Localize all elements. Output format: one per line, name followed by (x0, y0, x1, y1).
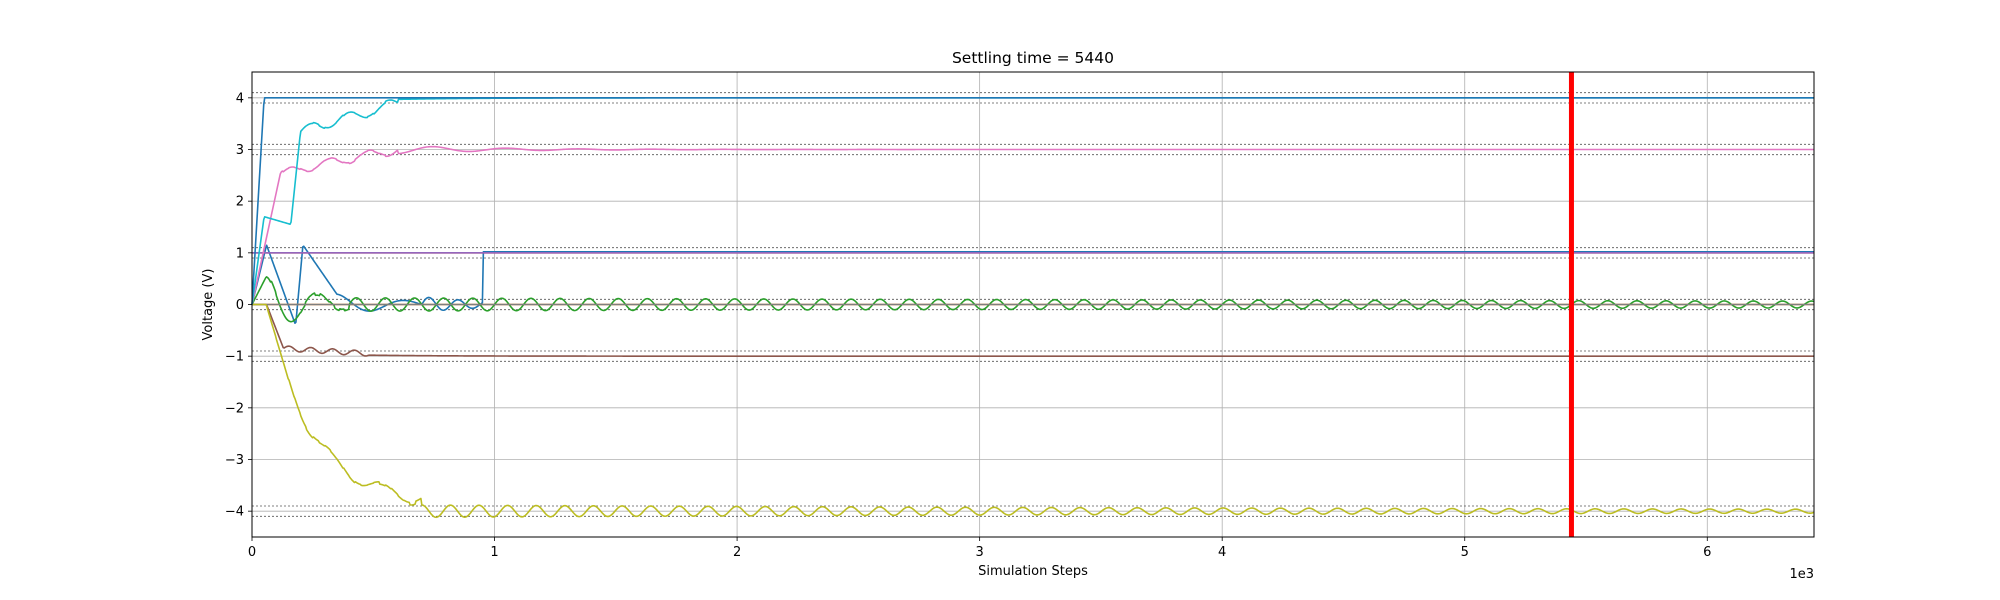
x-axis-label: Simulation Steps (978, 564, 1088, 579)
series-line (251, 97, 1814, 305)
x-axis-offset-label: 1e3 (1789, 567, 1814, 582)
axis-ticks: 0 1 2 3 4 5 6 −4 −3 −2 −1 0 1 2 3 4 (225, 91, 1712, 560)
x-tick-label: 5 (1461, 545, 1469, 560)
series-line (251, 244, 1814, 325)
y-axis-label: Voltage (V) (201, 269, 216, 341)
y-tick-label: −2 (225, 401, 244, 416)
x-tick-label: 4 (1218, 545, 1226, 560)
tolerance-bands (252, 92, 1814, 517)
y-tick-label: 4 (236, 91, 244, 106)
series-lines (251, 97, 1815, 519)
x-tick-label: 1 (490, 545, 498, 560)
y-tick-label: 2 (236, 195, 244, 210)
series-line (252, 303, 1815, 519)
y-tick-label: −1 (225, 350, 244, 365)
y-tick-label: 1 (236, 246, 244, 261)
x-tick-label: 6 (1703, 545, 1711, 560)
y-tick-label: 3 (236, 143, 244, 158)
x-tick-label: 0 (248, 545, 256, 560)
x-tick-label: 2 (733, 545, 741, 560)
y-tick-label: −3 (225, 453, 244, 468)
chart-title: Settling time = 5440 (952, 49, 1114, 67)
y-tick-label: 0 (236, 298, 244, 313)
x-tick-label: 3 (975, 545, 983, 560)
y-tick-label: −4 (225, 505, 244, 520)
series-line (251, 145, 1814, 305)
series-line (252, 303, 1814, 357)
